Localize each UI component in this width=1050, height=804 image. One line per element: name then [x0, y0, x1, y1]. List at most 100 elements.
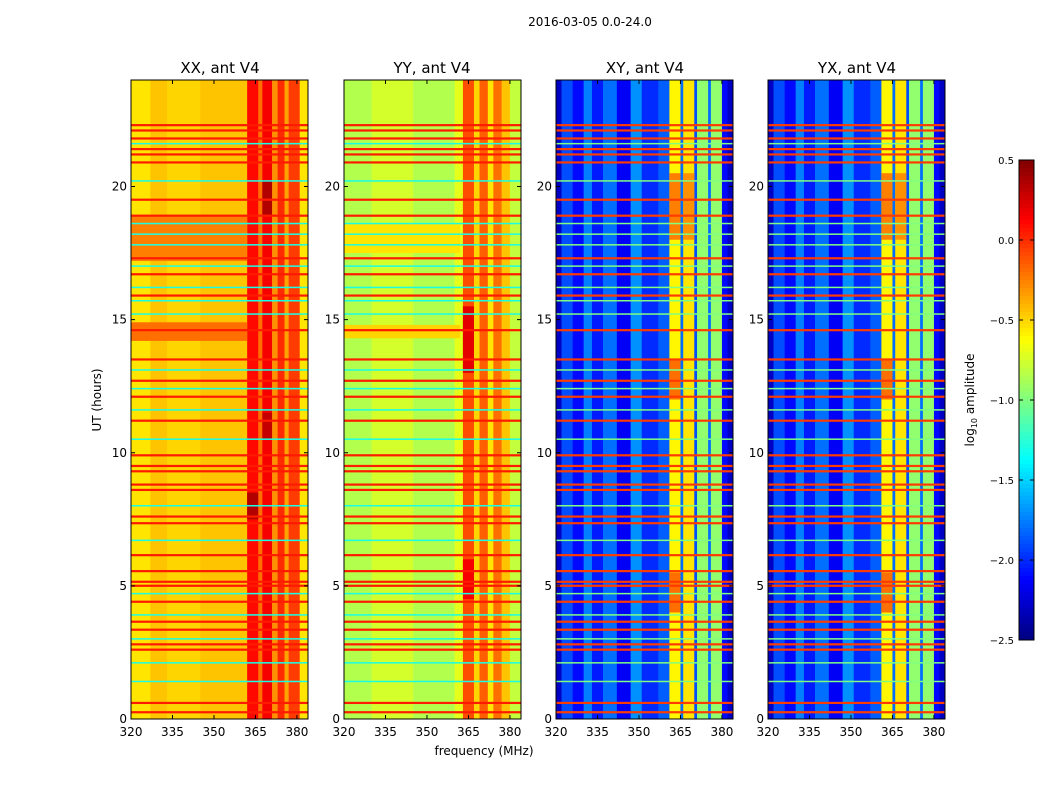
rfi-line-green: [768, 614, 945, 616]
spectrum-band: [258, 80, 263, 719]
colorbar-step: [1019, 324, 1034, 329]
colorbar-step: [1019, 560, 1034, 565]
rfi-line-green: [556, 662, 733, 664]
spectrum-band: [200, 80, 248, 719]
spectrum-band: [272, 80, 278, 719]
colorbar-step: [1019, 412, 1034, 417]
rfi-line-green: [344, 244, 521, 246]
colorbar-step: [1019, 504, 1034, 509]
rfi-line-red: [131, 395, 308, 398]
rfi-line-green: [556, 265, 733, 267]
rfi-line-red: [131, 161, 308, 164]
rfi-line-green: [131, 638, 308, 640]
colorbar-step: [1019, 220, 1034, 225]
rfi-line-red: [131, 711, 308, 714]
colorbar-step: [1019, 368, 1034, 373]
rfi-line-green: [556, 180, 733, 182]
time-patch: [131, 322, 248, 341]
colorbar-step: [1019, 436, 1034, 441]
time-patch: [462, 306, 474, 373]
rfi-line-green: [131, 299, 308, 302]
time-patch: [344, 324, 461, 339]
rfi-line-red: [344, 600, 521, 603]
spectrum-band: [853, 80, 871, 719]
colorbar-step: [1019, 448, 1034, 453]
colorbar-step: [1019, 464, 1034, 469]
colorbar-step: [1019, 184, 1034, 189]
rfi-line-red: [768, 648, 945, 651]
rfi-line-green: [131, 369, 308, 371]
rfi-line-red: [344, 454, 521, 457]
rfi-line-red: [556, 124, 733, 127]
colorbar-tick-label: −1.5: [990, 476, 1014, 487]
colorbar-step: [1019, 272, 1034, 277]
rfi-line-red: [344, 584, 521, 587]
rfi-line-green: [344, 299, 521, 302]
rfi-line-green: [344, 387, 521, 390]
colorbar-step: [1019, 348, 1034, 353]
rfi-line-red: [131, 454, 308, 457]
spectrum-band: [473, 80, 480, 719]
colorbar-step: [1019, 380, 1034, 385]
rfi-line-green: [131, 614, 308, 616]
x-tick-label: 350: [628, 725, 651, 739]
colorbar-step: [1019, 328, 1034, 333]
colorbar-step: [1019, 528, 1034, 533]
rfi-line-red: [768, 395, 945, 398]
rfi-line-green: [768, 222, 945, 225]
time-patch: [669, 173, 681, 240]
x-tick-label: 335: [798, 725, 821, 739]
rfi-line-red: [768, 570, 945, 573]
spectrum-band: [803, 80, 816, 719]
rfi-line-red: [344, 628, 521, 631]
rfi-line-green: [768, 592, 945, 595]
colorbar-step: [1019, 268, 1034, 273]
panel-title-xx: XX, ant V4: [180, 59, 259, 77]
rfi-line-red: [556, 584, 733, 587]
time-patch: [262, 412, 273, 440]
colorbar-step: [1019, 636, 1034, 641]
spectrum-band: [680, 80, 684, 719]
rfi-line-red: [344, 483, 521, 486]
time-patch: [881, 359, 893, 400]
x-tick-label: 380: [922, 725, 945, 739]
colorbar-step: [1019, 608, 1034, 613]
colorbar-step: [1019, 188, 1034, 193]
rfi-line-green: [344, 409, 521, 411]
rfi-line-red: [556, 379, 733, 382]
rfi-line-red: [556, 620, 733, 623]
spectrum-band: [842, 80, 855, 719]
spectrum-band: [493, 80, 502, 719]
x-tick-label: 320: [333, 725, 356, 739]
rfi-line-red: [344, 395, 521, 398]
rfi-line-green: [768, 638, 945, 640]
colorbar-step: [1019, 420, 1034, 425]
rfi-line-green: [131, 313, 308, 315]
colorbar-step: [1019, 616, 1034, 621]
rfi-line-red: [344, 620, 521, 623]
spectrum-band: [784, 80, 796, 719]
x-tick-label: 365: [881, 725, 904, 739]
colorbar-step: [1019, 292, 1034, 297]
colorbar-step: [1019, 416, 1034, 421]
rfi-line-red: [556, 273, 733, 276]
colorbar-step: [1019, 304, 1034, 309]
colorbar-step: [1019, 568, 1034, 573]
spectrum-band: [658, 80, 670, 719]
rfi-line-red: [131, 464, 308, 468]
panel-frame: [767, 79, 946, 720]
colorbar-step: [1019, 264, 1034, 269]
rfi-line-green: [768, 369, 945, 371]
panel-title-xy: XY, ant V4: [606, 59, 684, 77]
rfi-line-red: [556, 214, 733, 217]
colorbar-step: [1019, 524, 1034, 529]
colorbar-step: [1019, 544, 1034, 549]
rfi-line-green: [344, 662, 521, 664]
colorbar-step: [1019, 492, 1034, 497]
rfi-line-red: [131, 584, 308, 587]
colorbar-tick-label: −1.0: [990, 396, 1014, 407]
rfi-line-red: [556, 257, 733, 260]
colorbar-step: [1019, 552, 1034, 557]
rfi-line-red: [556, 454, 733, 457]
rfi-line-red: [556, 580, 733, 583]
